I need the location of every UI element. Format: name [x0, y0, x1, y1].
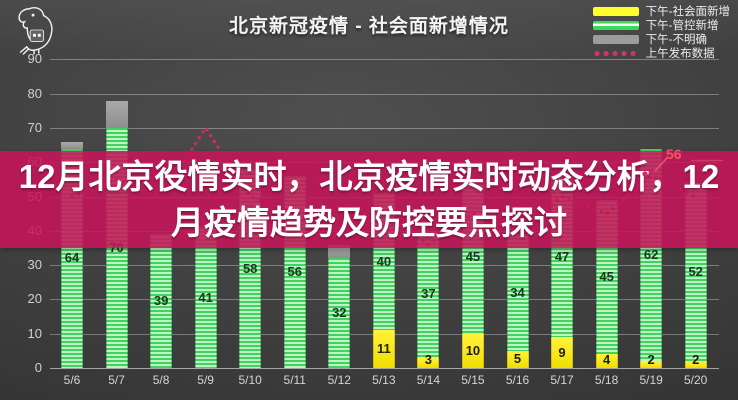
- bar-value-label: 58: [242, 260, 258, 276]
- bar-segment-social: [372, 330, 395, 368]
- x-axis-tick-label: 5/14: [416, 373, 441, 387]
- bar-segment-social: [551, 337, 574, 368]
- bar-value-label: 32: [332, 305, 347, 321]
- x-axis-tick-label: 5/19: [639, 373, 663, 387]
- x-axis-tick-label: 5/15: [461, 373, 485, 387]
- red-dots-swatch-icon: [592, 49, 639, 57]
- bar-value-label: 10: [465, 342, 481, 358]
- bar-value-label: 9: [558, 344, 566, 360]
- bar-segment-social: [417, 357, 440, 368]
- y-axis-tick-label: 20: [27, 291, 42, 307]
- bar-value-label: 47: [554, 248, 570, 264]
- chart-title: 北京新冠疫情 - 社会面新增情况: [229, 16, 509, 37]
- bar-segment-control: [506, 234, 529, 351]
- bar-value-label: 52: [688, 263, 703, 279]
- gridline: [50, 127, 719, 129]
- bar-segment-unclear: [105, 100, 128, 128]
- gridline: [50, 368, 719, 369]
- x-axis-tick-label: 5/17: [550, 373, 574, 387]
- y-axis-tick-label: 10: [27, 325, 42, 341]
- overlay-text-line-2: 月疫情趋势及防控要点探讨: [171, 203, 567, 241]
- legend-label: 下午-不明确: [645, 34, 707, 46]
- y-axis-tick-label: 70: [27, 119, 42, 135]
- x-axis-tick-label: 5/7: [108, 373, 125, 387]
- green-striped-bar-swatch-icon: [592, 20, 639, 30]
- bar-value-label: 62: [643, 246, 659, 262]
- bar-value-label: 4: [602, 352, 611, 367]
- legend: 下午-社会面新增 下午-管控新增 下午-不明确 上午发布数据: [592, 4, 730, 60]
- x-axis-tick-label: 5/16: [505, 373, 530, 387]
- x-axis-tick-label: 5/10: [238, 373, 262, 387]
- bar-segment-control: [150, 234, 173, 368]
- overlay-text-line-1: 12月北京役情实时，北京疫情实时动态分析，12: [18, 157, 720, 195]
- bar-value-label: 40: [376, 253, 392, 269]
- bar-value-label: 2: [647, 352, 655, 367]
- x-axis-tick-label: 5/20: [684, 373, 708, 387]
- bar-value-label: 2: [692, 352, 700, 367]
- bar-segment-social: [640, 361, 663, 368]
- bar-value-label: 39: [153, 293, 169, 309]
- gridline: [50, 93, 719, 95]
- x-axis-tick-label: 5/8: [152, 373, 170, 387]
- x-axis-tick-label: 5/11: [283, 373, 306, 387]
- x-axis-tick-label: 5/13: [372, 373, 396, 387]
- bar-segment-social: [684, 361, 707, 368]
- x-axis-tick-label: 5/18: [594, 373, 619, 387]
- legend-label: 下午-社会面新增: [645, 6, 730, 18]
- bar-segment-control: [194, 227, 217, 368]
- bar-value-label: 3: [424, 352, 432, 367]
- bar-segment-control: [328, 258, 351, 368]
- bar-value-label: 5: [513, 351, 522, 367]
- parrot-logo-icon: [18, 7, 53, 55]
- legend-item: 上午发布数据: [592, 46, 730, 60]
- bar-segment-social: [506, 350, 529, 368]
- legend-item: 下午-社会面新增: [592, 4, 730, 18]
- x-axis-tick-label: 5/6: [63, 373, 81, 387]
- y-axis-tick-label: 0: [34, 360, 42, 375]
- legend-label: 下午-管控新增: [645, 20, 719, 32]
- bar-value-label: 34: [510, 284, 525, 300]
- x-axis-tick-label: 5/9: [197, 373, 214, 387]
- bar-segment-social: [595, 354, 618, 368]
- bar-value-label: 45: [465, 248, 481, 264]
- bar-value-label: 45: [599, 269, 614, 285]
- annotation-label: 56: [666, 146, 682, 162]
- bar-segment-control: [417, 230, 440, 358]
- legend-item: 下午-不明确: [592, 32, 730, 46]
- bar-segment-unclear: [61, 141, 83, 149]
- legend-item: 下午-管控新增: [592, 18, 730, 32]
- bar-value-label: 11: [376, 341, 391, 357]
- y-axis-tick-label: 30: [27, 257, 42, 273]
- bar-segment-social: [461, 333, 484, 368]
- bar-value-label: 56: [287, 263, 302, 279]
- y-axis-tick-label: 90: [27, 51, 42, 67]
- bar-value-label: 41: [198, 289, 213, 305]
- legend-label: 上午发布数据: [645, 48, 715, 60]
- bar-value-label: 64: [64, 250, 80, 266]
- x-axis-tick-label: 5/12: [327, 373, 351, 387]
- gray-bar-swatch-icon: [592, 34, 639, 44]
- gridline: [50, 59, 719, 61]
- y-axis-tick-label: 80: [27, 85, 42, 101]
- yellow-bar-swatch-icon: [592, 6, 639, 16]
- overlay-banner: 12月北京役情实时，北京疫情实时动态分析，12 月疫情趋势及防控要点探讨: [0, 151, 738, 248]
- bar-value-label: 37: [421, 286, 436, 302]
